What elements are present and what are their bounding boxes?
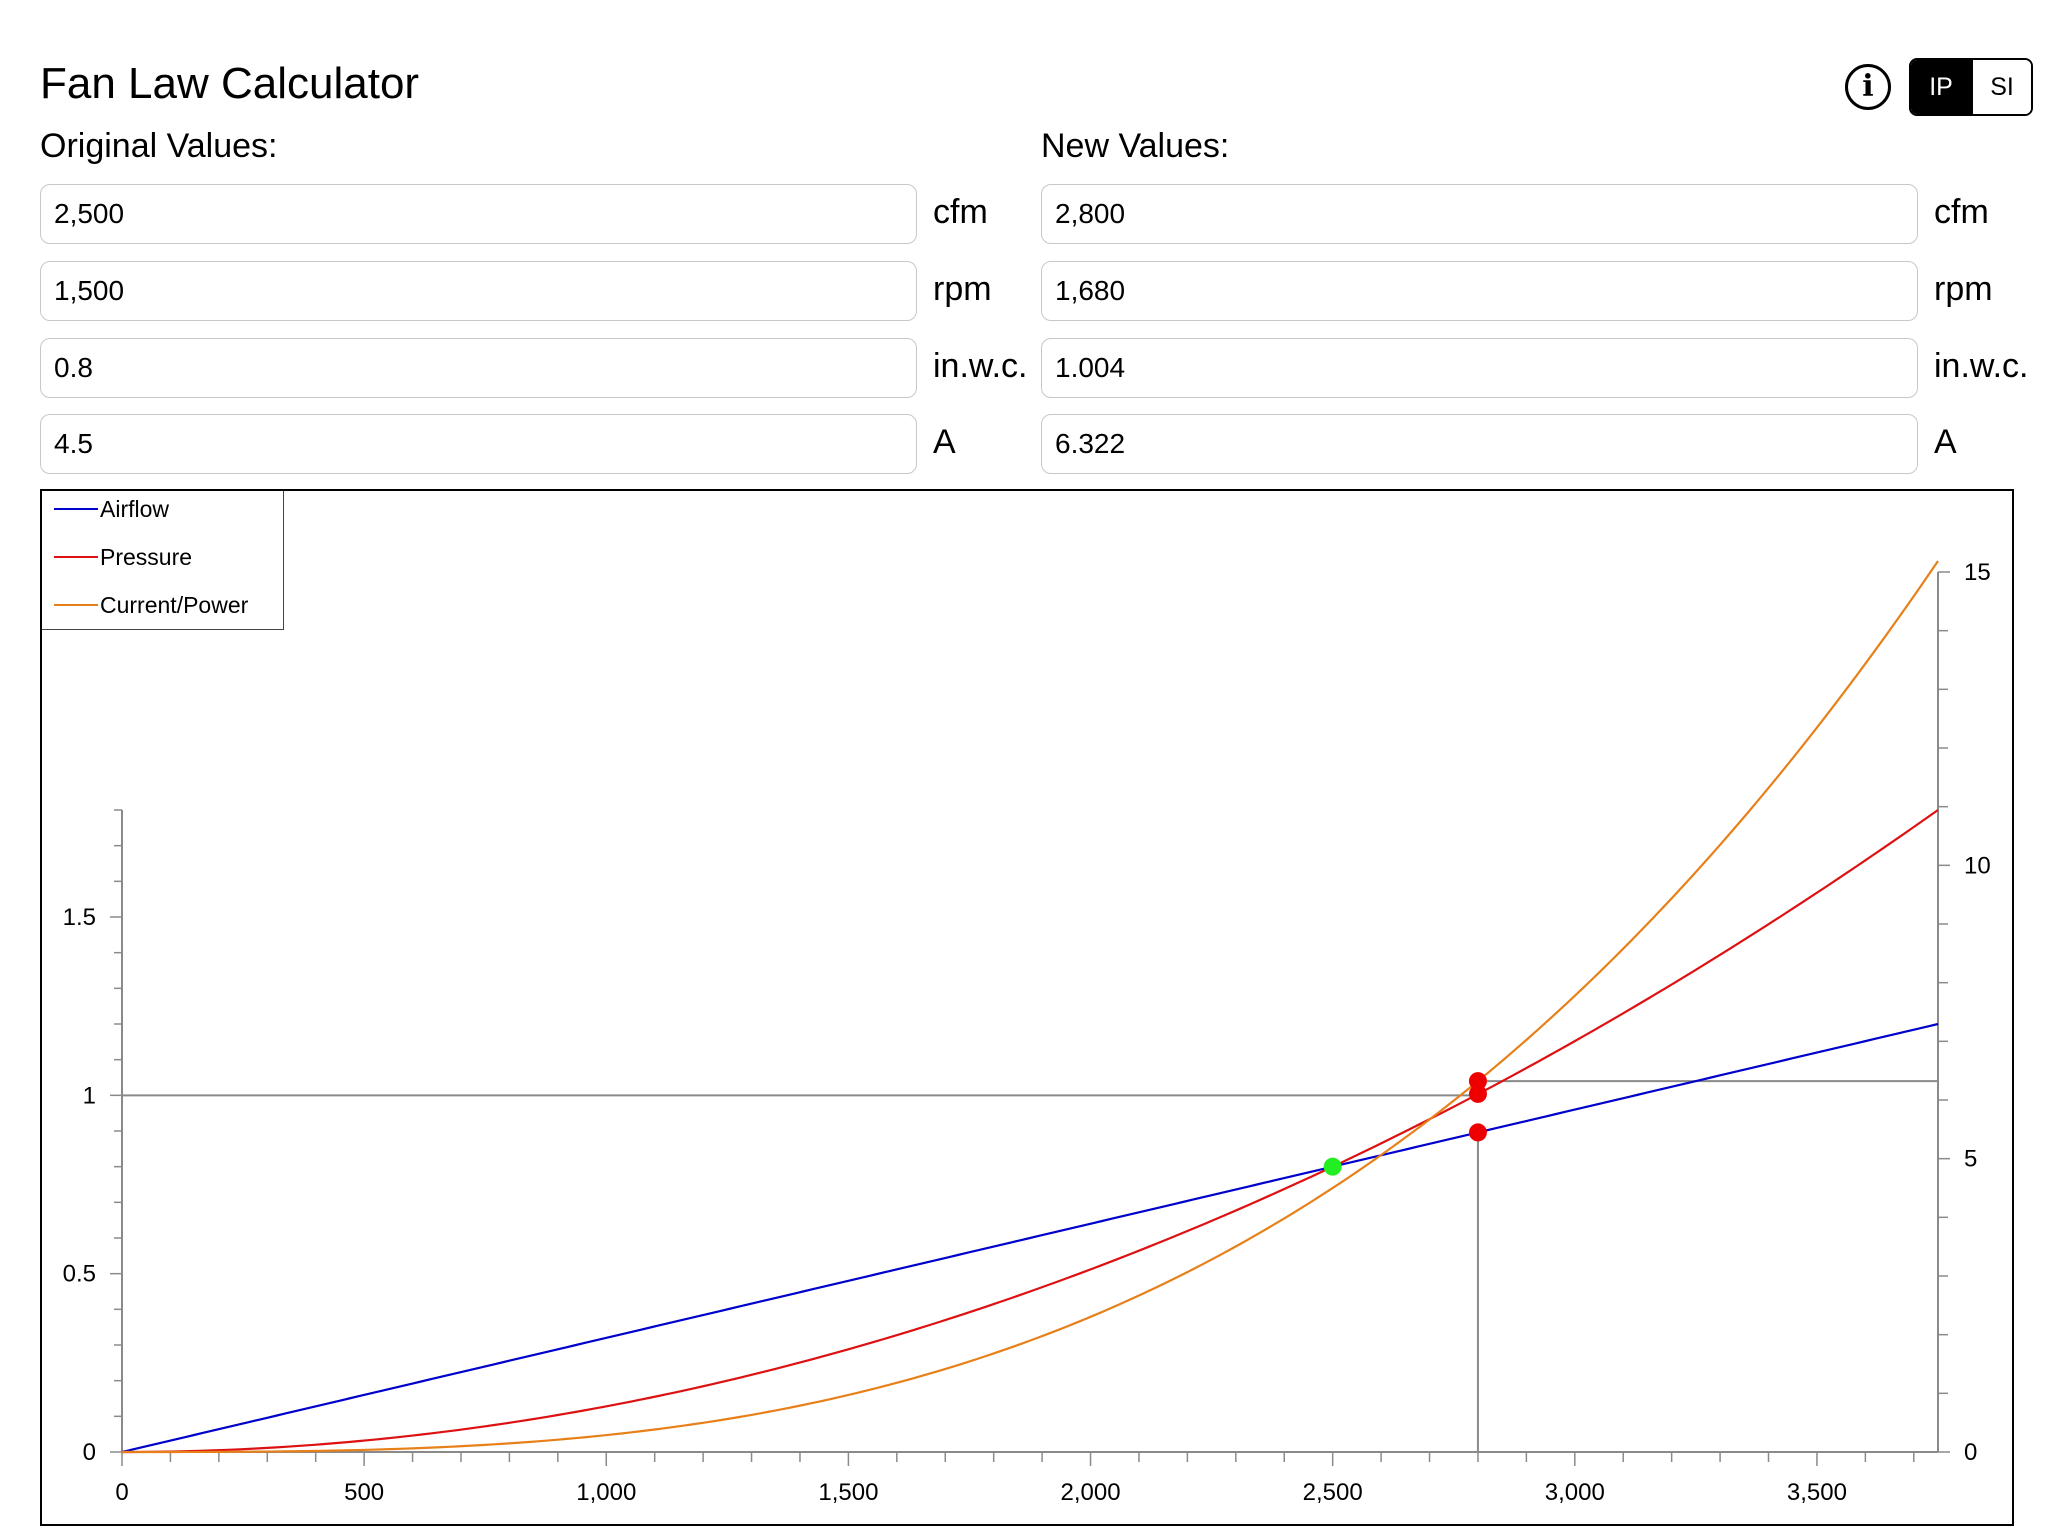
legend-swatch-pressure <box>54 556 98 558</box>
legend-swatch-airflow <box>54 508 98 510</box>
units-si-button[interactable]: SI <box>1971 60 2031 114</box>
info-circle-icon[interactable]: i <box>1845 64 1891 110</box>
y-right-tick-label: 5 <box>1964 1146 1977 1173</box>
y-left-tick-label: 1 <box>83 1082 96 1109</box>
units-segmented-control: IP SI <box>1909 58 2033 116</box>
original-airflow-unit: cfm <box>933 193 988 231</box>
y-left-tick-label: 0.5 <box>63 1261 96 1288</box>
series-line-pressure <box>121 809 1939 1454</box>
original-pressure-unit: in.w.c. <box>933 347 1028 385</box>
legend-item-current-power: Current/Power <box>54 590 248 620</box>
legend-item-pressure: Pressure <box>54 542 192 572</box>
new-airflow-unit: cfm <box>1934 193 1989 231</box>
chart-plot: 0 500 1,000 1,500 2,000 2,500 3,000 3,500 0 0.5 1 1… <box>63 559 1991 1506</box>
x-tick-label: 2,000 <box>1061 1479 1121 1506</box>
series-line-airflow <box>121 1022 1939 1454</box>
x-tick-label: 0 <box>115 1479 128 1506</box>
toolbar: i IP SI <box>1845 58 2033 116</box>
x-tick-label: 2,500 <box>1303 1479 1363 1506</box>
new-current-unit: A <box>1934 423 1957 461</box>
legend-label-airflow: Airflow <box>100 495 170 522</box>
y-left-tick-label: 1.5 <box>63 904 96 931</box>
x-tick-label: 3,000 <box>1545 1479 1605 1506</box>
legend-swatch-current-power <box>54 604 98 606</box>
new-speed-input[interactable]: 1,680 <box>1041 261 1918 321</box>
original-values-label: Original Values: <box>40 127 278 165</box>
x-tick-label: 1,500 <box>818 1479 878 1506</box>
original-pressure-input[interactable]: 0.8 <box>40 338 917 398</box>
new-operating-point <box>1468 1084 1487 1103</box>
new-current-input[interactable]: 6.322 <box>1041 414 1918 474</box>
y-right-tick-label: 15 <box>1964 559 1991 586</box>
original-speed-unit: rpm <box>933 270 992 308</box>
original-current-input[interactable]: 4.5 <box>40 414 917 474</box>
y-right-tick-label: 10 <box>1964 852 1991 879</box>
fan-law-chart: 0 500 1,000 1,500 2,000 2,500 3,000 3,500 0 0.5 1 1… <box>40 489 2014 1526</box>
y-left-tick-label: 0 <box>83 1439 96 1466</box>
new-airflow-input[interactable]: 2,800 <box>1041 184 1918 244</box>
legend-label-current-power: Current/Power <box>100 591 249 618</box>
x-tick-label: 3,500 <box>1787 1479 1847 1506</box>
x-tick-label: 1,000 <box>576 1479 636 1506</box>
legend-item-airflow: Airflow <box>54 494 169 524</box>
original-operating-point <box>1323 1157 1342 1176</box>
units-ip-button[interactable]: IP <box>1911 60 1971 114</box>
original-speed-input[interactable]: 1,500 <box>40 261 917 321</box>
page-title: Fan Law Calculator <box>40 59 420 108</box>
original-airflow-input[interactable]: 2,500 <box>40 184 917 244</box>
new-operating-point <box>1468 1123 1487 1142</box>
new-pressure-input[interactable]: 1.004 <box>1041 338 1918 398</box>
x-tick-label: 500 <box>344 1479 384 1506</box>
new-pressure-unit: in.w.c. <box>1934 347 2029 385</box>
new-speed-unit: rpm <box>1934 270 1993 308</box>
legend-label-pressure: Pressure <box>100 543 193 570</box>
new-operating-point <box>1468 1072 1487 1091</box>
original-current-unit: A <box>933 423 956 461</box>
series-line-current-power <box>122 560 1939 1454</box>
chart-legend: Airflow Pressure Current/Power <box>42 491 284 630</box>
new-values-label: New Values: <box>1041 127 1230 165</box>
y-right-tick-label: 0 <box>1964 1439 1977 1466</box>
